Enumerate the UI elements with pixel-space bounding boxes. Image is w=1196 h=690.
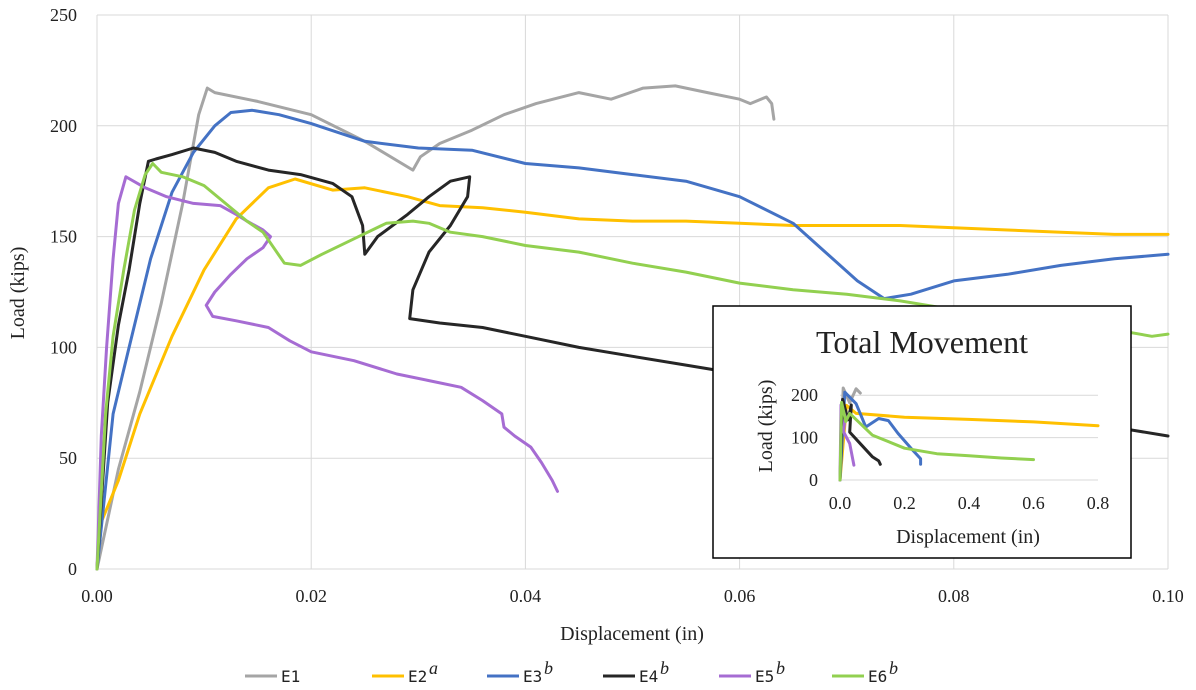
main-series xyxy=(95,84,1170,571)
inset-series xyxy=(838,386,1100,482)
legend-label: E5 xyxy=(755,667,774,686)
legend-superscript: a xyxy=(429,658,438,678)
y-tick-label: 50 xyxy=(59,448,77,468)
inset-y-tick-label: 0 xyxy=(809,470,818,490)
legend-label: E1 xyxy=(281,667,300,686)
legend-item-e3: E3 b xyxy=(487,658,553,686)
inset-x-tick-label: 0.2 xyxy=(893,493,916,513)
x-tick-label: 0.00 xyxy=(81,586,113,606)
legend-item-e1: E1 xyxy=(245,667,300,686)
legend: E1 E2 a E3 b E4 b E5 b E6 b xyxy=(245,658,898,686)
inset-series-line-e2 xyxy=(838,403,1100,482)
inset-chart: Total Movement 0.0 0.2 0.4 0.6 0.8 0 100 200 Di… xyxy=(712,305,1132,559)
legend-item-e5: E5 b xyxy=(719,658,785,686)
inset-series-line-e3 xyxy=(838,390,923,482)
inset-frame xyxy=(712,305,1132,559)
inset-tick-labels: 0.0 0.2 0.4 0.6 0.8 0 100 200 xyxy=(791,385,1109,513)
inset-x-tick-label: 0.6 xyxy=(1022,493,1045,513)
inset-title: Total Movement xyxy=(816,324,1028,360)
y-tick-label: 200 xyxy=(50,116,77,136)
legend-label: E4 xyxy=(639,667,658,686)
y-tick-label: 100 xyxy=(50,337,77,357)
series-line-e1 xyxy=(95,84,776,571)
inset-x-tick-label: 0.0 xyxy=(829,493,852,513)
inset-x-tick-label: 0.4 xyxy=(958,493,981,513)
x-tick-label: 0.10 xyxy=(1152,586,1184,606)
legend-label: E6 xyxy=(868,667,887,686)
series-line-e6 xyxy=(95,162,1170,571)
inset-y-tick-label: 200 xyxy=(791,385,818,405)
legend-label: E2 xyxy=(408,667,427,686)
series-line-e5 xyxy=(95,175,559,571)
legend-label: E3 xyxy=(523,667,542,686)
inset-grid xyxy=(840,394,1098,481)
y-axis-title: Load (kips) xyxy=(7,247,29,340)
x-tick-label: 0.06 xyxy=(724,586,756,606)
inset-x-tick-label: 0.8 xyxy=(1087,493,1110,513)
series-line-e3 xyxy=(95,108,1170,571)
legend-superscript: b xyxy=(660,658,669,678)
x-tick-label: 0.04 xyxy=(510,586,542,606)
inset-y-axis-title: Load (kips) xyxy=(755,380,777,473)
series-line-e2 xyxy=(95,177,1170,571)
y-tick-label: 0 xyxy=(68,559,77,579)
x-tick-label: 0.02 xyxy=(295,586,327,606)
inset-series-line-e4 xyxy=(838,397,882,482)
legend-superscript: b xyxy=(544,658,553,678)
legend-item-e6: E6 b xyxy=(832,658,898,686)
inset-x-axis-title: Displacement (in) xyxy=(896,526,1040,548)
inset-y-tick-label: 100 xyxy=(791,428,818,448)
legend-item-e2: E2 a xyxy=(372,658,438,686)
inset-series-line-e6 xyxy=(838,400,1035,482)
legend-superscript: b xyxy=(776,658,785,678)
y-tick-label: 250 xyxy=(50,5,77,25)
x-tick-label: 0.08 xyxy=(938,586,970,606)
y-tick-label: 150 xyxy=(50,227,77,247)
x-axis-title: Displacement (in) xyxy=(560,623,704,645)
legend-item-e4: E4 b xyxy=(603,658,669,686)
legend-superscript: b xyxy=(889,658,898,678)
